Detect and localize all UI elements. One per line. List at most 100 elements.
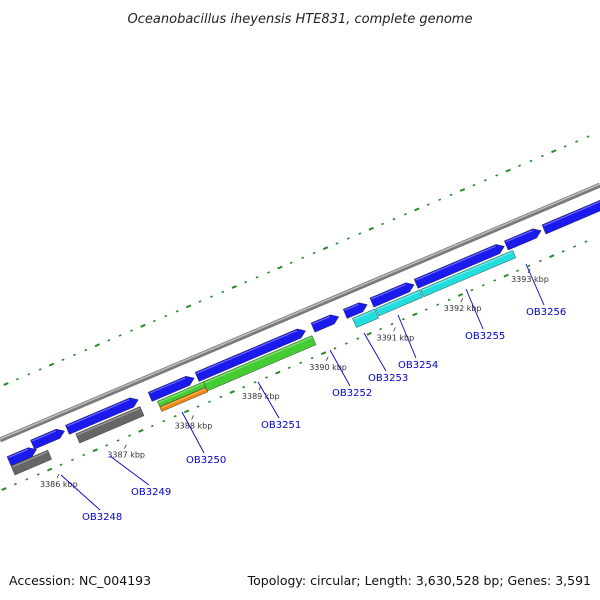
cds-block-gray-highlight bbox=[12, 451, 48, 468]
cds-arrow-highlight bbox=[66, 399, 130, 427]
gc-dot bbox=[289, 261, 293, 264]
gene-leader-line bbox=[465, 288, 484, 330]
scale-label: 3391 kbp bbox=[377, 334, 415, 343]
gc-dot bbox=[379, 327, 383, 331]
gc-dot bbox=[287, 366, 291, 369]
scale-label: 3392 kbp bbox=[444, 304, 482, 313]
gc-dot bbox=[301, 256, 305, 260]
gc-dot bbox=[209, 295, 213, 298]
cyan-feature bbox=[375, 289, 424, 317]
gc-dot bbox=[59, 463, 63, 466]
gc-dot bbox=[403, 213, 407, 216]
cyan-feature-highlight bbox=[376, 291, 420, 311]
cds-arrow bbox=[541, 199, 600, 235]
scale-tick bbox=[393, 327, 396, 332]
cds-block-gray-highlight bbox=[76, 407, 140, 436]
gc-dot bbox=[61, 358, 65, 361]
scale-label: 3388 kbp bbox=[175, 421, 213, 430]
cds-arrow bbox=[413, 244, 505, 289]
gc-dot bbox=[1, 487, 7, 491]
gc-dot bbox=[116, 439, 120, 442]
gene-label[interactable]: OB3249 bbox=[131, 487, 171, 498]
gc-dot bbox=[575, 140, 579, 143]
gc-dot bbox=[299, 361, 303, 365]
gc-dot bbox=[335, 242, 339, 245]
gene-label[interactable]: OB3250 bbox=[186, 455, 226, 466]
gc-dot bbox=[173, 415, 177, 418]
scale-label: 3389 kbp bbox=[242, 392, 280, 401]
scale-tick bbox=[123, 444, 127, 449]
gc-dot bbox=[13, 482, 17, 486]
gc-dot bbox=[505, 168, 511, 173]
gc-dot bbox=[207, 400, 211, 403]
gc-dot bbox=[333, 347, 337, 350]
gc-dot bbox=[503, 273, 509, 278]
gc-dot bbox=[118, 334, 122, 337]
gc-dot bbox=[84, 348, 88, 352]
gc-dot bbox=[381, 222, 385, 226]
map-title: Oceanobacillus iheyensis HTE831, complet… bbox=[128, 12, 473, 27]
cds-arrow-highlight bbox=[344, 303, 359, 311]
gene-label[interactable]: OB3256 bbox=[526, 307, 566, 318]
gc-dot bbox=[48, 362, 55, 367]
gc-dot bbox=[105, 444, 109, 447]
scale-tick bbox=[460, 298, 464, 303]
gc-dots-inner bbox=[1, 240, 588, 491]
cyan-feature bbox=[420, 250, 517, 298]
gc-dot bbox=[481, 284, 485, 287]
gc-dot bbox=[128, 434, 131, 437]
gc-dot bbox=[152, 319, 156, 323]
gene-labels: OB3248 OB3249 OB3250 OB3251 OB3252 OB3253 OB32… bbox=[60, 263, 566, 523]
gene-label[interactable]: OB3252 bbox=[332, 388, 372, 399]
scale-label: 3386 kbp bbox=[40, 480, 78, 489]
scale-label: 3387 kbp bbox=[107, 451, 145, 460]
gc-dot bbox=[71, 458, 74, 462]
gene-label[interactable]: OB3255 bbox=[465, 331, 505, 342]
gc-dot bbox=[82, 453, 86, 457]
gc-dot bbox=[426, 203, 430, 206]
cyan-feature-highlight bbox=[421, 251, 513, 292]
gc-dot bbox=[15, 377, 19, 381]
gene-leader-line bbox=[329, 349, 351, 387]
gc-dot bbox=[277, 265, 283, 270]
gc-dot bbox=[265, 376, 268, 379]
gene-label[interactable]: OB3251 bbox=[261, 420, 301, 431]
gc-dot bbox=[322, 246, 329, 251]
cyan-feature bbox=[352, 308, 379, 328]
cds-arrow bbox=[342, 302, 368, 319]
gc-dot bbox=[320, 351, 327, 356]
gene-leader-line bbox=[109, 455, 150, 486]
gc-dot bbox=[46, 467, 53, 472]
gene-leader-line bbox=[525, 263, 545, 306]
gc-dot bbox=[401, 318, 405, 321]
gc-dot bbox=[242, 385, 246, 389]
cds-arrow-highlight bbox=[8, 448, 29, 459]
gc-dot bbox=[459, 188, 466, 192]
green-feature bbox=[203, 335, 317, 392]
orange-feature-highlight bbox=[161, 388, 206, 409]
gene-label[interactable]: OB3248 bbox=[82, 512, 122, 523]
gc-dot bbox=[561, 250, 565, 253]
gc-dot bbox=[138, 428, 144, 433]
gc-dot bbox=[253, 381, 257, 384]
gc-dot bbox=[424, 308, 428, 311]
gc-dot bbox=[92, 448, 98, 453]
cds-arrow-highlight bbox=[312, 316, 331, 325]
gc-dot bbox=[164, 314, 168, 318]
cyan-feature-highlight bbox=[353, 310, 375, 320]
gc-dot bbox=[185, 304, 192, 309]
gc-dot bbox=[36, 473, 40, 476]
green-feature-highlight bbox=[204, 336, 312, 384]
cds-arrow-highlight bbox=[149, 377, 186, 394]
gene-label[interactable]: OB3254 bbox=[398, 360, 438, 371]
gc-dot bbox=[449, 193, 453, 197]
gc-dot bbox=[27, 373, 31, 376]
cds-block-gray bbox=[75, 406, 145, 444]
cds-arrow-highlight bbox=[31, 430, 57, 442]
gene-label[interactable]: OB3253 bbox=[368, 373, 408, 384]
gc-dot bbox=[436, 303, 440, 306]
gc-dot bbox=[244, 280, 248, 284]
gc-dot bbox=[390, 322, 394, 326]
gc-dot bbox=[150, 424, 154, 428]
genome-summary-text: Topology: circular; Length: 3,630,528 bp… bbox=[247, 573, 591, 588]
